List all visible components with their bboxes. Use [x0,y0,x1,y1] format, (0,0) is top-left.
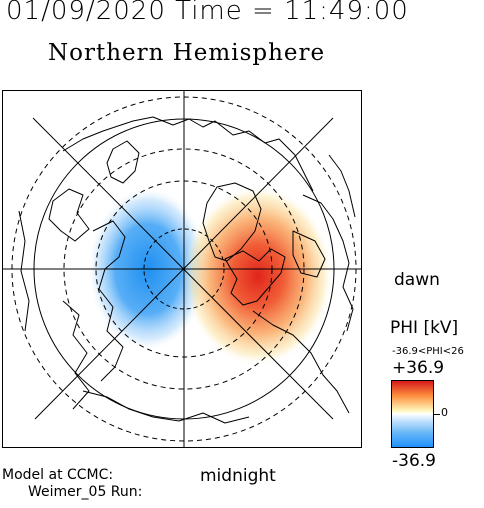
dawn-label: dawn [394,270,440,290]
legend-min-label: -36.9 [392,451,436,471]
coastlines [18,116,356,424]
coastline-scandinavia [106,140,140,184]
coastline-siberia [92,220,126,382]
polar-map-plot [3,91,361,447]
legend-title: PHI [kV] [390,318,459,338]
midnight-label: midnight [200,466,276,486]
coastline-outer-west [18,210,30,332]
meridian-diag-1 [32,117,334,420]
colorbar [391,380,434,448]
legend-range: -36.9<PHI<26 [392,346,464,357]
legend-zero-label: 0 [441,406,448,419]
meridian-lines [3,91,361,447]
coastline-alaska [82,390,250,424]
coastline-labrador [302,194,354,332]
run-label: Weimer_05 Run: [28,484,143,500]
model-label: Model at CCMC: [2,467,114,483]
hemisphere-title: Northern Hemisphere [48,40,326,66]
coastline-western-europe [48,188,90,242]
coastline-canadian-archipelago [224,248,286,306]
coastline-east-asia [62,300,90,410]
coastline-hudson [292,230,326,278]
coastline-outer-east [328,154,356,218]
coastline-eurasia-north [62,116,314,192]
coastline-north-america [252,310,350,414]
meridian-diag-2 [34,117,334,420]
colorbar-zero-tick [434,414,440,415]
datetime-header: 01/09/2020 Time = 11:49:00 [6,0,409,26]
legend-max-label: +36.9 [392,358,445,378]
polar-map [2,90,362,448]
